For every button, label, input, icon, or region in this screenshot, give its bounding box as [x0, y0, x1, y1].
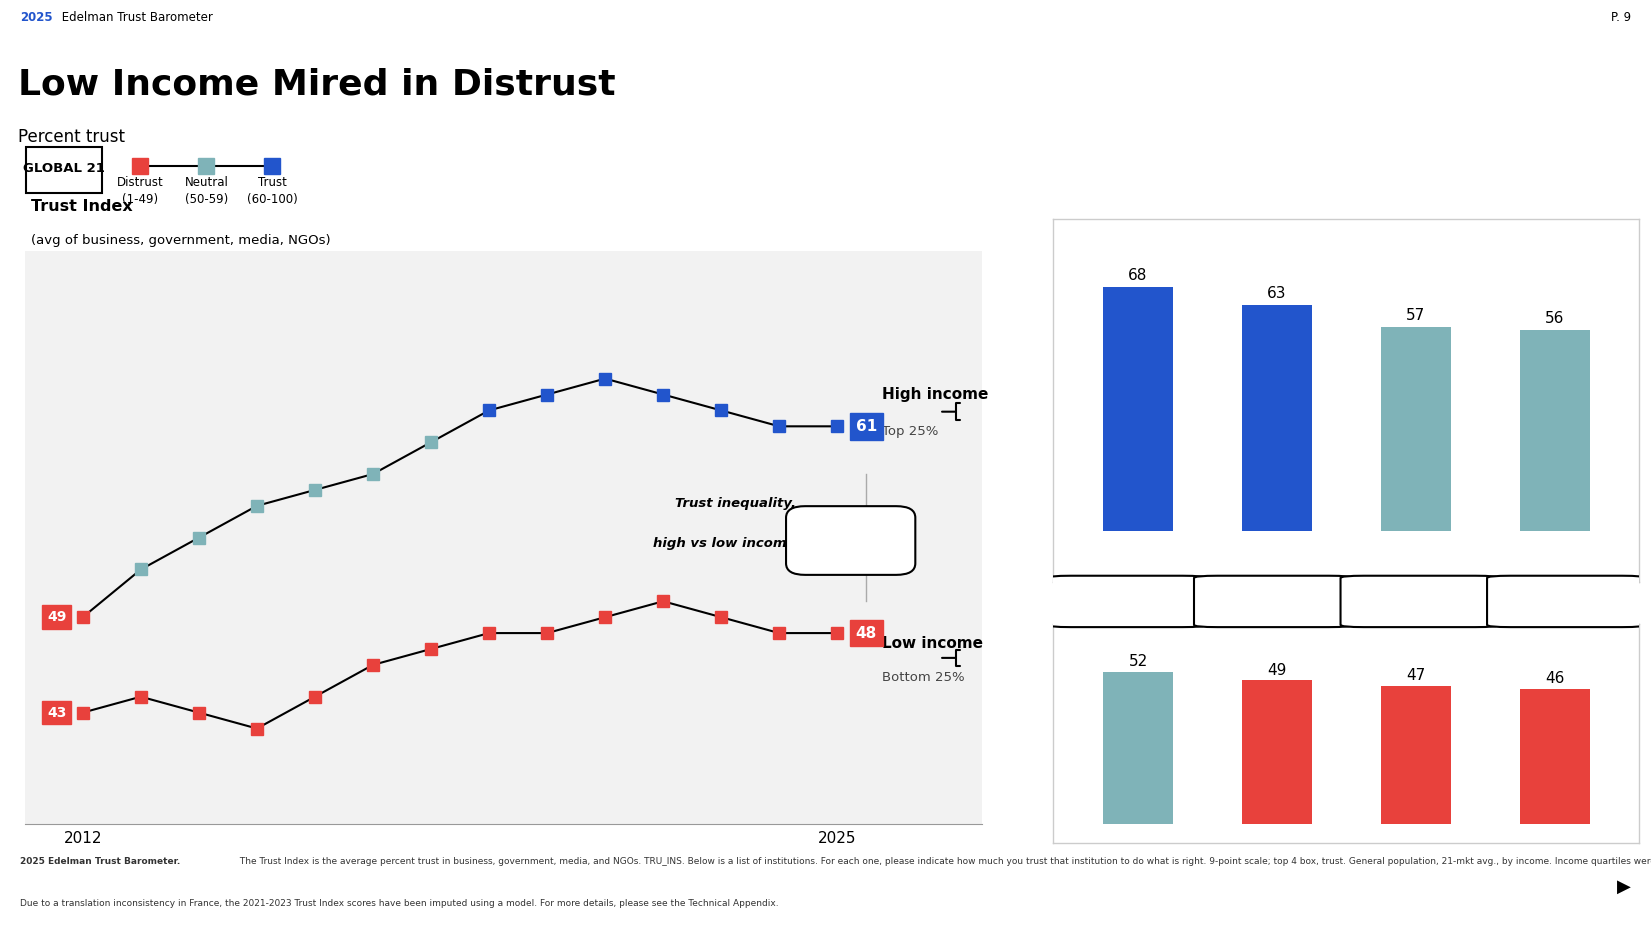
Text: 16pts: 16pts: [1106, 594, 1147, 607]
Text: Trust: Trust: [258, 176, 287, 189]
Text: (60-100): (60-100): [248, 193, 297, 206]
Text: Government: Government: [1367, 248, 1473, 263]
Text: 52: 52: [1128, 654, 1147, 668]
Text: (50-59): (50-59): [185, 193, 228, 206]
Bar: [1521, 689, 1590, 824]
Bar: [1103, 288, 1172, 531]
Bar: [1521, 331, 1590, 531]
Text: ▶: ▶: [1618, 877, 1631, 896]
Text: Media: Media: [1540, 248, 1592, 263]
Text: Trust Index: Trust Index: [30, 199, 132, 214]
Bar: [1103, 671, 1172, 824]
Text: Edelman Trust Barometer: Edelman Trust Barometer: [58, 11, 213, 24]
Text: 48: 48: [855, 626, 877, 641]
Text: high vs low income: high vs low income: [654, 537, 796, 550]
FancyBboxPatch shape: [1341, 575, 1499, 627]
Text: 68: 68: [1128, 268, 1147, 283]
Text: NGOs: NGOs: [1250, 248, 1296, 263]
Text: 47: 47: [1407, 668, 1425, 683]
FancyBboxPatch shape: [26, 147, 102, 193]
Text: 61: 61: [855, 419, 877, 434]
Bar: [1242, 681, 1311, 824]
Text: Business: Business: [1088, 248, 1164, 263]
Text: Neutral: Neutral: [185, 176, 228, 189]
Text: Low income: Low income: [882, 636, 982, 651]
Text: 43: 43: [46, 706, 66, 720]
Text: 57: 57: [1407, 307, 1425, 322]
Text: 49: 49: [1268, 663, 1286, 678]
Text: Low Income Mired in Distrust: Low Income Mired in Distrust: [18, 68, 616, 101]
Text: Percent trust: Percent trust: [18, 128, 125, 146]
Bar: [1382, 327, 1451, 531]
Text: GLOBAL 21: GLOBAL 21: [23, 162, 104, 175]
Text: Due to a translation inconsistency in France, the 2021-2023 Trust Index scores h: Due to a translation inconsistency in Fr…: [20, 899, 778, 908]
Bar: [1242, 305, 1311, 531]
Text: 2025 Edelman Trust Barometer.: 2025 Edelman Trust Barometer.: [20, 857, 180, 866]
Text: Distrust: Distrust: [117, 176, 163, 189]
Text: (avg of business, government, media, NGOs): (avg of business, government, media, NGO…: [30, 235, 330, 248]
Bar: [1382, 686, 1451, 824]
Text: High income: High income: [882, 387, 989, 402]
FancyBboxPatch shape: [1194, 575, 1352, 627]
Text: 49: 49: [46, 610, 66, 624]
Text: Trust inequality,: Trust inequality,: [675, 497, 796, 510]
Text: 63: 63: [1268, 286, 1286, 301]
FancyBboxPatch shape: [1047, 575, 1205, 627]
Text: 13pts: 13pts: [829, 533, 873, 547]
Text: Bottom 25%: Bottom 25%: [882, 671, 964, 684]
Text: 46: 46: [1545, 671, 1565, 686]
Text: 10pts: 10pts: [1398, 594, 1441, 607]
Text: 10pts: 10pts: [1545, 594, 1587, 607]
FancyBboxPatch shape: [1488, 575, 1646, 627]
Text: (1-49): (1-49): [122, 193, 158, 206]
Text: 2025: 2025: [20, 11, 53, 24]
Text: The Trust Index is the average percent trust in business, government, media, and: The Trust Index is the average percent t…: [238, 857, 1651, 866]
Text: Top 25%: Top 25%: [882, 425, 938, 439]
FancyBboxPatch shape: [786, 506, 915, 574]
Text: 56: 56: [1545, 311, 1565, 326]
Text: P. 9: P. 9: [1611, 11, 1631, 24]
Text: 14pts: 14pts: [1251, 594, 1294, 607]
